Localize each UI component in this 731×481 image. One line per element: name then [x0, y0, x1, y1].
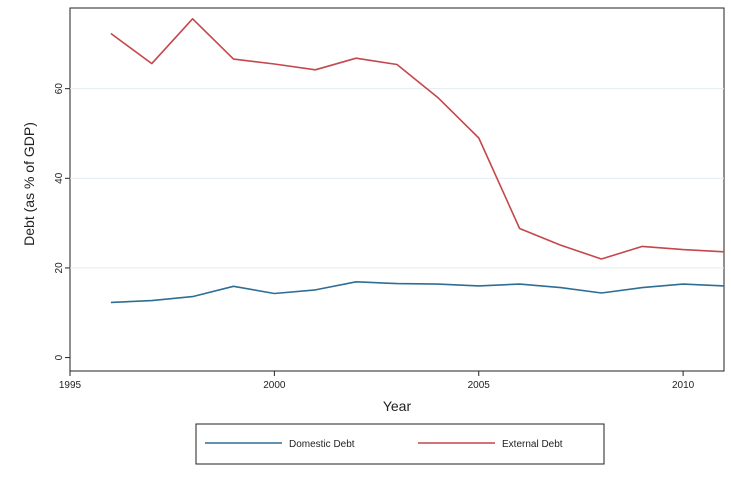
legend-label-domestic: Domestic Debt: [289, 439, 355, 450]
y-tick-label: 40: [54, 172, 65, 184]
x-tick-label: 1995: [59, 380, 82, 391]
series-line-external-debt: [110, 17, 725, 260]
y-axis: 0 20 40 60: [54, 83, 70, 360]
y-tick-label: 20: [54, 262, 65, 274]
y-axis-title: Debt (as % of GDP): [21, 122, 37, 246]
x-tick-label: 2010: [672, 380, 695, 391]
legend: Domestic Debt External Debt: [195, 423, 605, 465]
legend-box: [195, 423, 605, 465]
x-axis: 1995 2000 2005 2010: [59, 371, 695, 391]
series-line-domestic-debt: [110, 280, 725, 304]
plot-area: [69, 7, 725, 372]
x-tick-label: 2005: [468, 380, 491, 391]
gridlines: [70, 88, 724, 269]
x-tick-label: 2000: [263, 380, 286, 391]
y-tick-label: 0: [54, 354, 65, 360]
data-series: [110, 17, 725, 304]
x-axis-title: Year: [383, 398, 412, 414]
y-tick-label: 60: [54, 83, 65, 95]
legend-label-external: External Debt: [502, 439, 563, 450]
